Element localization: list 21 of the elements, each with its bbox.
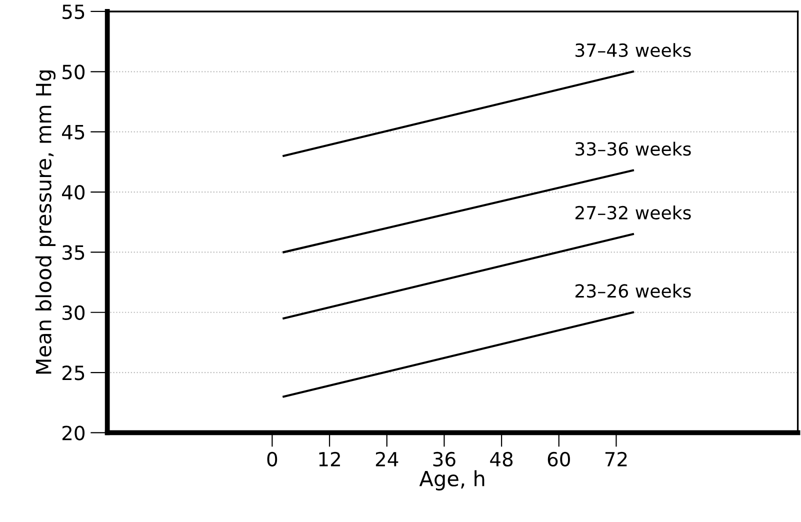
- series-label: 33–36 weeks: [576, 142, 691, 156]
- series-label: 27–32 weeks: [575, 206, 691, 220]
- y-tick-label: 40: [62, 184, 85, 200]
- x-tick-label: 72: [605, 452, 627, 466]
- x-tick-label: 12: [319, 452, 340, 466]
- x-axis-title: Age, h: [419, 470, 484, 490]
- y-tick-label: 55: [62, 4, 84, 20]
- x-tick-label: 24: [376, 452, 398, 466]
- y-tick-label: 20: [62, 426, 85, 440]
- x-tick-label: 36: [433, 452, 456, 467]
- y-tick-label: 45: [62, 125, 84, 140]
- x-tick-label: 60: [548, 452, 570, 467]
- y-tick-label: 50: [62, 64, 85, 80]
- y-tick-label: 35: [62, 245, 84, 260]
- series-label: 37–43 weeks: [576, 43, 691, 58]
- x-tick-label: 0: [267, 452, 278, 467]
- y-axis-title: Mean blood pressure, mm Hg: [35, 70, 56, 374]
- y-tick-label: 25: [62, 366, 84, 380]
- series-label: 23–26 weeks: [575, 284, 691, 298]
- x-tick-label: 48: [490, 452, 513, 467]
- y-tick-label: 30: [62, 305, 85, 320]
